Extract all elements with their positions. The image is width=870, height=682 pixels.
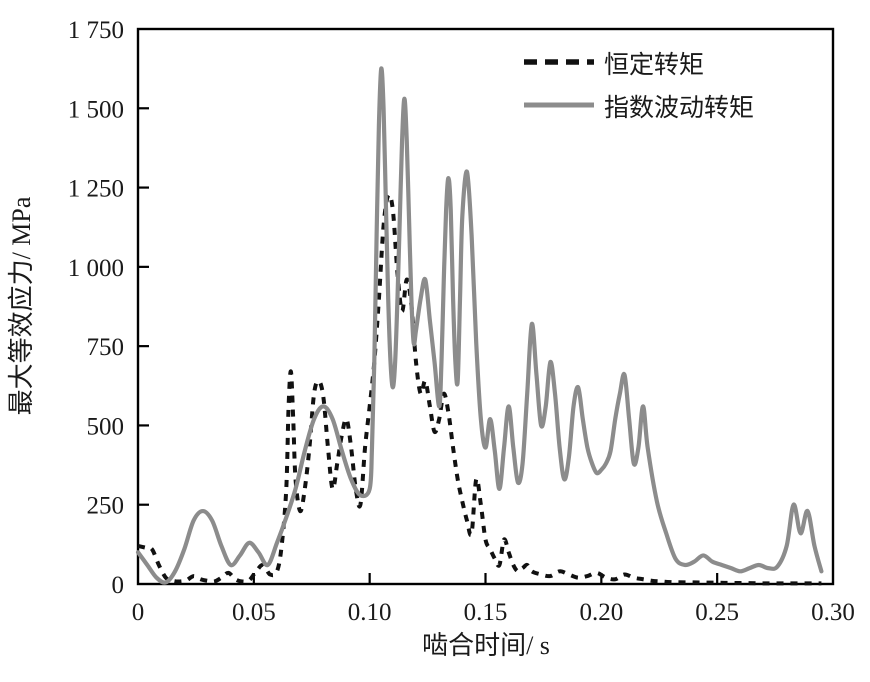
x-axis-title: 啮合时间/ s: [422, 631, 550, 660]
plot-frame: [136, 27, 835, 586]
y-tick-label: 1 500: [68, 96, 124, 123]
y-tick-label: 0: [112, 572, 125, 599]
x-tick-label: 0.05: [232, 599, 276, 626]
x-tick-label: 0.30: [811, 599, 855, 626]
y-tick-label: 1 750: [68, 17, 124, 44]
legend-label: 恒定转矩: [604, 51, 704, 79]
data-series: [135, 66, 824, 586]
x-tick-label: 0: [132, 599, 145, 626]
y-tick-label: 500: [87, 413, 125, 440]
y-tick-label: 750: [87, 334, 125, 361]
y-axis-title: 最大等效应力/ MPa: [7, 196, 36, 415]
series-line-exponential-torque: [135, 66, 824, 585]
x-tick-label: 0.20: [579, 599, 623, 626]
series-line-constant-torque: [137, 192, 822, 586]
x-tick-label: 0.15: [464, 599, 508, 626]
x-tick-label: 0.25: [695, 599, 739, 626]
legend-label: 指数波动转矩: [604, 94, 754, 122]
x-tick-label: 0.10: [348, 599, 392, 626]
x-axis-ticks: 0 0.05 0.10 0.15 0.20 0.25 0.30: [132, 573, 855, 626]
y-tick-label: 1 000: [68, 255, 124, 282]
y-tick-label: 1 250: [68, 176, 124, 203]
y-axis-ticks: 0 250 500 750 1 000 1 250 1 500 1 750: [68, 17, 149, 599]
y-tick-label: 250: [87, 493, 125, 520]
